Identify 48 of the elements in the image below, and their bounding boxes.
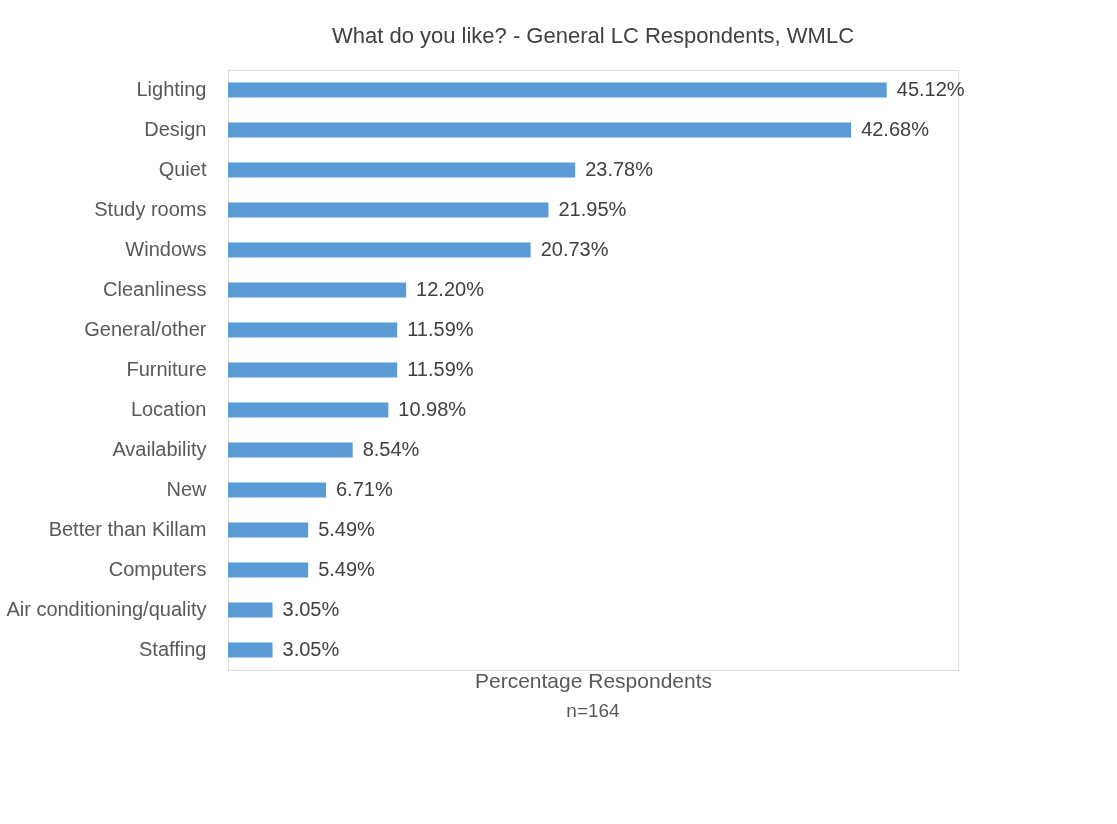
bar bbox=[228, 322, 398, 338]
data-label: 20.73% bbox=[540, 238, 609, 260]
bar bbox=[228, 562, 309, 578]
y-tick-label: Windows bbox=[125, 238, 207, 260]
data-label: 8.54% bbox=[362, 438, 420, 460]
y-tick-label: General/other bbox=[84, 318, 207, 340]
bar bbox=[228, 642, 273, 658]
y-tick-label: Availability bbox=[112, 438, 207, 460]
y-tick-label: Lighting bbox=[136, 78, 207, 100]
y-tick-label: Quiet bbox=[158, 158, 207, 180]
bar bbox=[228, 82, 887, 98]
bar bbox=[228, 362, 398, 378]
chart-title: What do you like? - General LC Respondents, WMLC bbox=[331, 23, 855, 48]
data-label: 12.20% bbox=[416, 278, 485, 300]
y-tick-label: Furniture bbox=[126, 358, 207, 380]
data-label: 11.59% bbox=[407, 358, 474, 380]
bar bbox=[228, 522, 309, 538]
bar bbox=[228, 202, 549, 218]
data-label: 3.05% bbox=[282, 598, 340, 620]
bar bbox=[228, 282, 407, 298]
y-tick-label: Design bbox=[144, 118, 207, 140]
y-tick-label: Staffing bbox=[139, 638, 207, 660]
y-tick-label: Better than Killam bbox=[48, 518, 207, 540]
data-label: 45.12% bbox=[896, 78, 965, 100]
data-label: 5.49% bbox=[318, 518, 376, 540]
y-tick-label: Study rooms bbox=[94, 198, 207, 220]
data-label: 10.98% bbox=[398, 398, 467, 420]
x-axis-title: Percentage Respondents bbox=[475, 668, 712, 692]
data-label: 6.71% bbox=[335, 478, 393, 500]
bar bbox=[228, 482, 326, 498]
data-label: 21.95% bbox=[558, 198, 627, 220]
data-label: 11.59% bbox=[407, 318, 474, 340]
bar bbox=[228, 402, 389, 418]
bar bbox=[228, 122, 852, 138]
y-tick-label: Computers bbox=[108, 558, 207, 580]
data-label: 3.05% bbox=[282, 638, 340, 660]
y-tick-label: New bbox=[166, 478, 208, 500]
y-tick-label: Cleanliness bbox=[103, 278, 207, 300]
text: n=164 bbox=[566, 700, 621, 721]
y-tick-label: Air conditioning/quality bbox=[6, 598, 207, 620]
data-label: 5.49% bbox=[318, 558, 376, 580]
data-label: 23.78% bbox=[585, 158, 654, 180]
bar bbox=[228, 442, 353, 458]
data-label: 42.68% bbox=[861, 118, 930, 140]
y-tick-label: Location bbox=[130, 398, 207, 420]
bar bbox=[228, 242, 531, 258]
bar bbox=[228, 602, 273, 618]
bar bbox=[228, 162, 576, 178]
